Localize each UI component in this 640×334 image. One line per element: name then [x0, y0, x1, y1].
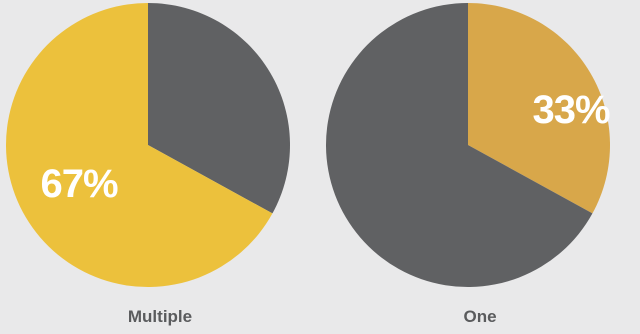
pie-chart-one: 33% One — [320, 0, 640, 334]
percent-label-one: 33% — [532, 88, 609, 132]
pie-slice-0-1 — [148, 3, 290, 214]
pie-chart-multiple: 67% Multiple — [5, 3, 290, 326]
pie-svg-multiple: 67% — [5, 3, 290, 287]
pie-slice-1-0 — [468, 3, 610, 214]
slices-multiple — [5, 3, 290, 287]
pie-slice-0-0 — [5, 3, 273, 287]
category-label-one: One — [463, 307, 497, 326]
pie-slice-1-1 — [326, 3, 593, 287]
percent-label-multiple: 67% — [40, 162, 117, 206]
pie-svg-one: 33% — [326, 3, 611, 287]
slices-one — [326, 3, 610, 287]
category-label-multiple: Multiple — [127, 307, 193, 326]
